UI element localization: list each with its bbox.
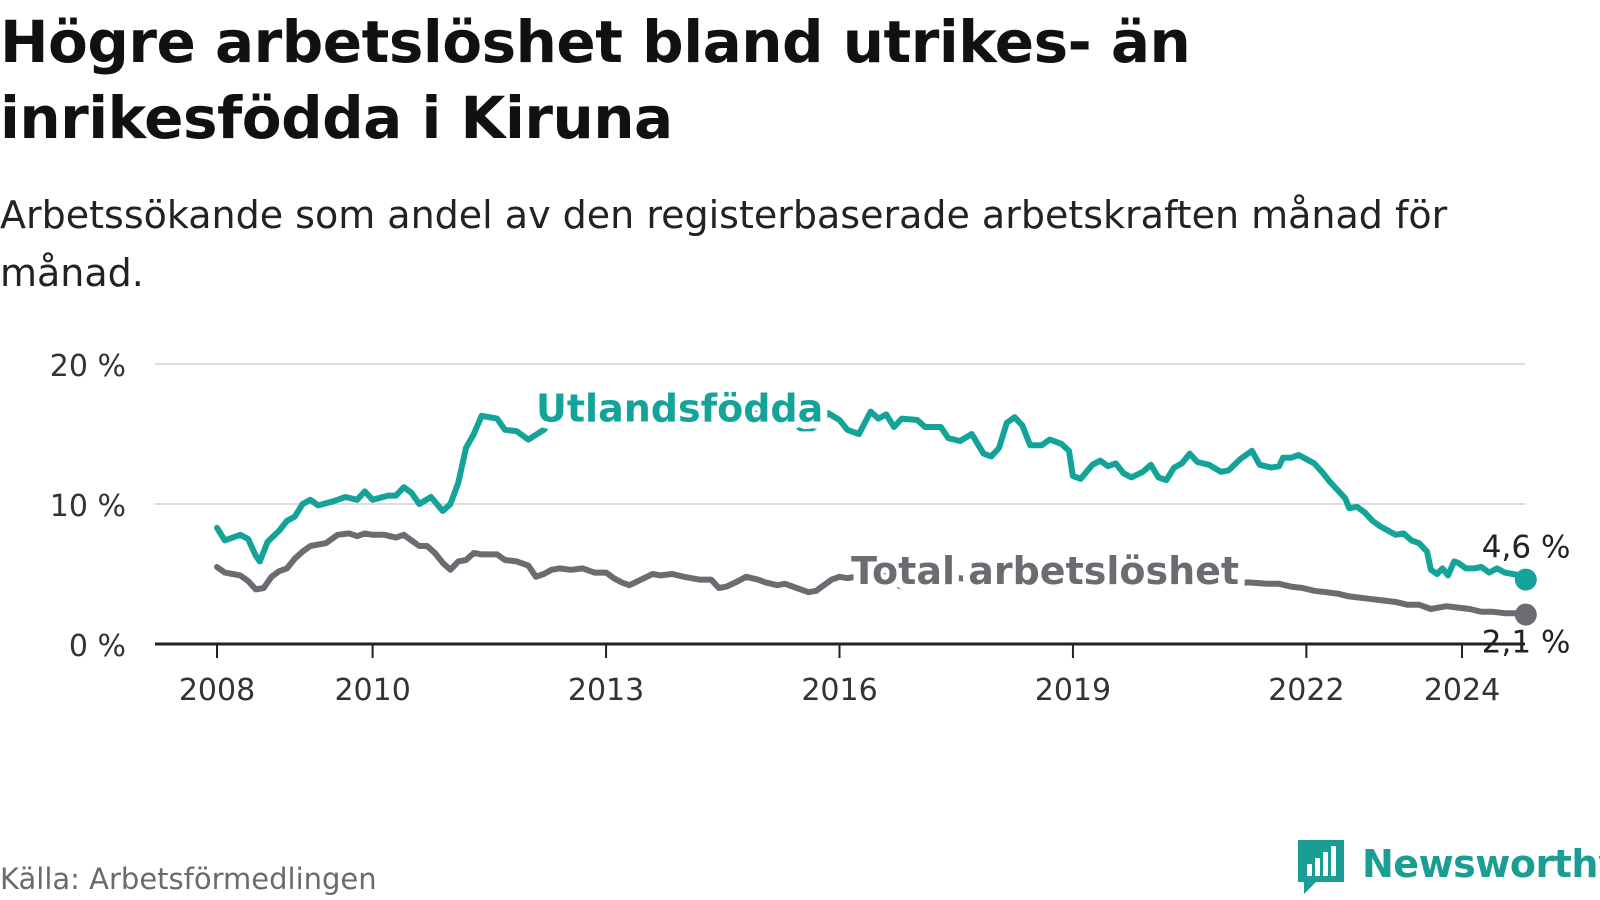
x-tick-label: 2022 xyxy=(1268,673,1344,708)
y-tick-label: 20 % xyxy=(50,349,126,384)
series-end-value-label: 2,1 % xyxy=(1482,625,1571,661)
y-axis-ticks: 0 % 10 % 20 % xyxy=(50,349,126,664)
series-end-value-label: 4,6 % xyxy=(1482,530,1571,566)
series-end-marker xyxy=(1514,568,1537,591)
source-note: Källa: Arbetsförmedlingen xyxy=(0,862,377,896)
series-name-label: Utlandsfödda xyxy=(536,386,823,430)
x-tick-label: 2013 xyxy=(568,673,644,708)
series-end-marker xyxy=(1514,603,1537,626)
newsworthy-logo-icon xyxy=(1298,840,1344,894)
series-lines xyxy=(214,400,1537,626)
x-tick-label: 2024 xyxy=(1424,673,1500,708)
x-tick-label: 2016 xyxy=(801,673,877,708)
x-tick-label: 2008 xyxy=(179,673,255,708)
x-tick-label: 2010 xyxy=(334,673,410,708)
newsworthy-logo-text: Newsworthy xyxy=(1362,842,1600,886)
chart-title: Högre arbetslöshet bland utrikes- än inr… xyxy=(0,8,1191,152)
series-line-total xyxy=(214,530,1529,618)
series-line-utlandsfodda xyxy=(214,400,1529,583)
x-tick-label: 2019 xyxy=(1035,673,1111,708)
line-chart: 0 % 10 % 20 % 2008 2010 2013 2016 2019 2022 2024… xyxy=(50,349,1571,708)
grid-lines xyxy=(155,363,1525,646)
y-tick-label: 10 % xyxy=(50,489,126,524)
x-axis-ticks: 2008 2010 2013 2016 2019 2022 2024 xyxy=(179,644,1500,708)
y-tick-label: 0 % xyxy=(69,629,126,664)
chart-subtitle: Arbetssökande som andel av den registerb… xyxy=(0,193,1448,295)
series-labels: Utlandsfödda 4,6 % Total arbetslöshet 2,1 % xyxy=(529,379,1571,661)
series-name-label: Total arbetslöshet xyxy=(851,549,1239,593)
